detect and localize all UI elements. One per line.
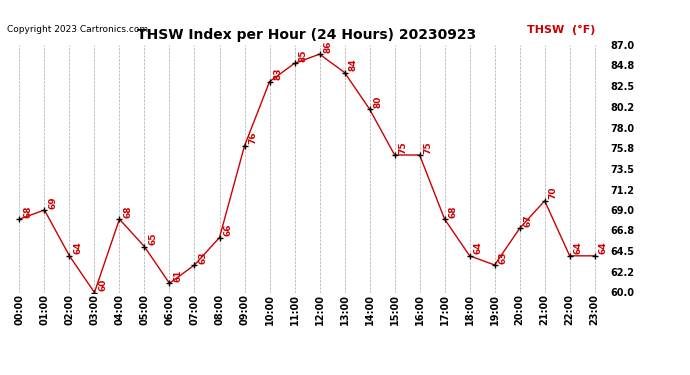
Title: THSW Index per Hour (24 Hours) 20230923: THSW Index per Hour (24 Hours) 20230923 [137,28,477,42]
Text: 66: 66 [224,224,233,236]
Text: 69: 69 [48,196,57,208]
Text: 75: 75 [399,141,408,154]
Text: 61: 61 [174,270,183,282]
Text: 64: 64 [599,242,608,255]
Text: 83: 83 [274,68,283,80]
Text: THSW  (°F): THSW (°F) [527,25,595,35]
Text: 70: 70 [549,187,558,200]
Text: 86: 86 [324,40,333,53]
Text: 67: 67 [524,214,533,227]
Text: 76: 76 [248,132,257,144]
Text: 68: 68 [448,205,457,218]
Text: Copyright 2023 Cartronics.com: Copyright 2023 Cartronics.com [7,25,148,34]
Text: 64: 64 [574,242,583,255]
Text: 63: 63 [199,251,208,264]
Text: 68: 68 [124,205,132,218]
Text: 84: 84 [348,58,357,71]
Text: 85: 85 [299,50,308,62]
Text: 64: 64 [474,242,483,255]
Text: 68: 68 [23,205,32,218]
Text: 60: 60 [99,279,108,291]
Text: 65: 65 [148,233,157,245]
Text: 80: 80 [374,95,383,108]
Text: 75: 75 [424,141,433,154]
Text: 63: 63 [499,251,508,264]
Text: 64: 64 [74,242,83,255]
